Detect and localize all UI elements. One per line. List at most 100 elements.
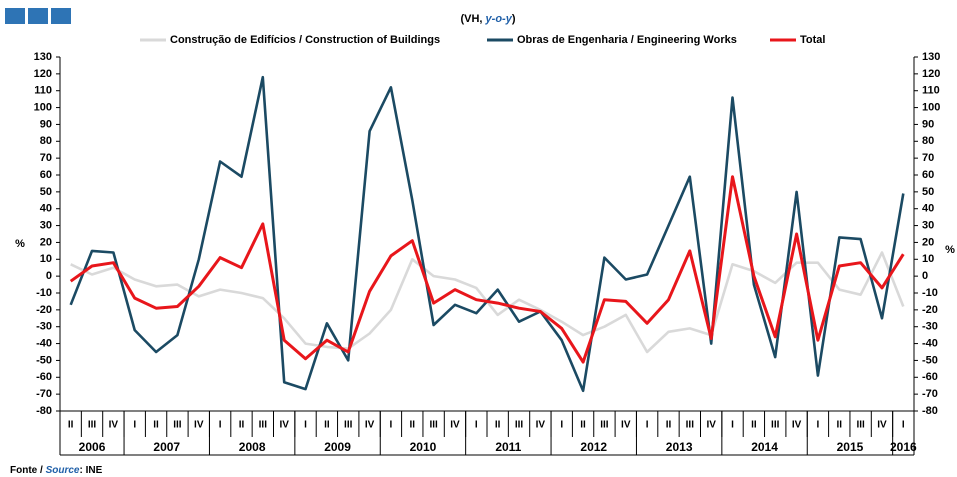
x-tick-label: I [902, 420, 905, 431]
y2-tick-label: -50 [922, 354, 938, 366]
subtitle: (VH, y-o-y) [460, 13, 515, 25]
x-tick-label: II [836, 420, 842, 431]
year-label: 2014 [751, 440, 778, 454]
x-tick-label: IV [536, 420, 546, 431]
subtitle-em: y-o-y [485, 13, 513, 25]
x-tick-label: II [495, 420, 501, 431]
x-tick-label: II [68, 420, 74, 431]
x-tick-label: I [219, 420, 222, 431]
year-label: 2006 [79, 440, 106, 454]
y-tick-label: 120 [34, 68, 52, 80]
x-tick-label: II [239, 420, 245, 431]
y2-tick-label: 10 [922, 253, 934, 265]
y2-tick-label: 30 [922, 219, 934, 231]
y2-tick-label: -60 [922, 371, 938, 383]
y2-tick-label: 120 [922, 68, 940, 80]
x-tick-label: III [259, 420, 268, 431]
y-tick-label: 10 [40, 253, 52, 265]
subtitle-text: (VH, [460, 13, 485, 25]
y2-tick-label: 70 [922, 152, 934, 164]
x-tick-label: I [304, 420, 307, 431]
y2-tick-label: -80 [922, 405, 938, 417]
y2-tick-label: 90 [922, 118, 934, 130]
year-label: 2012 [580, 440, 607, 454]
year-label: 2009 [324, 440, 351, 454]
x-tick-label: III [429, 420, 438, 431]
y-tick-label: 70 [40, 152, 52, 164]
y-tick-label: 30 [40, 219, 52, 231]
year-label: 2016 [890, 440, 917, 454]
y2-tick-label: 100 [922, 101, 940, 113]
y2-tick-label: -70 [922, 388, 938, 400]
year-label: 2007 [153, 440, 180, 454]
y-tick-label: -60 [36, 371, 52, 383]
legend-label: Obras de Engenharia / Engineering Works [517, 34, 737, 46]
y2-tick-label: -40 [922, 337, 938, 349]
y2-tick-label: 80 [922, 135, 934, 147]
y-tick-label: 90 [40, 118, 52, 130]
x-tick-label: III [771, 420, 780, 431]
x-tick-label: IV [706, 420, 716, 431]
x-tick-label: I [560, 420, 563, 431]
x-tick-label: III [344, 420, 353, 431]
y-tick-label: -50 [36, 354, 52, 366]
y2-tick-label: -10 [922, 287, 938, 299]
y-tick-label: 40 [40, 203, 52, 215]
y-tick-label: 20 [40, 236, 52, 248]
logo-block [51, 8, 71, 24]
x-tick-label: I [133, 420, 136, 431]
x-tick-label: III [88, 420, 97, 431]
series-line [69, 175, 905, 364]
y-tick-label: 110 [34, 85, 52, 97]
x-tick-label: IV [109, 420, 119, 431]
x-tick-label: III [173, 420, 182, 431]
x-tick-label: IV [877, 420, 887, 431]
y-tick-label: -10 [36, 287, 52, 299]
x-tick-label: I [390, 420, 393, 431]
x-tick-label: I [475, 420, 478, 431]
x-tick-label: III [686, 420, 695, 431]
x-tick-label: IV [365, 420, 375, 431]
y-tick-label: -40 [36, 337, 52, 349]
source-end: : INE [79, 465, 102, 476]
x-tick-label: I [731, 420, 734, 431]
x-tick-label: II [751, 420, 757, 431]
y2-tick-label: 110 [922, 85, 940, 97]
y2-tick-label: -30 [922, 321, 938, 333]
x-tick-label: IV [450, 420, 460, 431]
y-tick-label: 80 [40, 135, 52, 147]
x-tick-label: II [580, 420, 586, 431]
y-axis-label: % [15, 238, 25, 250]
y-tick-label: 100 [34, 101, 52, 113]
x-tick-label: IV [279, 420, 289, 431]
x-tick-label: III [600, 420, 609, 431]
y-tick-label: -70 [36, 388, 52, 400]
legend-label: Construção de Edifícios / Construction o… [170, 34, 440, 46]
x-tick-label: II [153, 420, 159, 431]
x-tick-label: IV [621, 420, 631, 431]
x-tick-label: I [646, 420, 649, 431]
logo-block [28, 8, 48, 24]
year-label: 2008 [239, 440, 266, 454]
y2-tick-label: -20 [922, 304, 938, 316]
y2-tick-label: 0 [922, 270, 928, 282]
y-tick-label: 130 [34, 51, 52, 63]
source: Fonte / Source: INE [10, 465, 103, 476]
source-em: Source [46, 465, 80, 476]
x-tick-label: III [515, 420, 524, 431]
y2-tick-label: 20 [922, 236, 934, 248]
y-tick-label: -20 [36, 304, 52, 316]
year-label: 2010 [410, 440, 437, 454]
y-tick-label: 0 [46, 270, 52, 282]
x-tick-label: I [817, 420, 820, 431]
y-tick-label: -80 [36, 405, 52, 417]
x-tick-label: II [666, 420, 672, 431]
y-tick-label: 60 [40, 169, 52, 181]
series-line [69, 75, 905, 393]
year-label: 2015 [837, 440, 864, 454]
y2-tick-label: 60 [922, 169, 934, 181]
year-label: 2011 [495, 440, 521, 454]
y2-tick-label: 130 [922, 51, 940, 63]
x-tick-label: III [856, 420, 865, 431]
